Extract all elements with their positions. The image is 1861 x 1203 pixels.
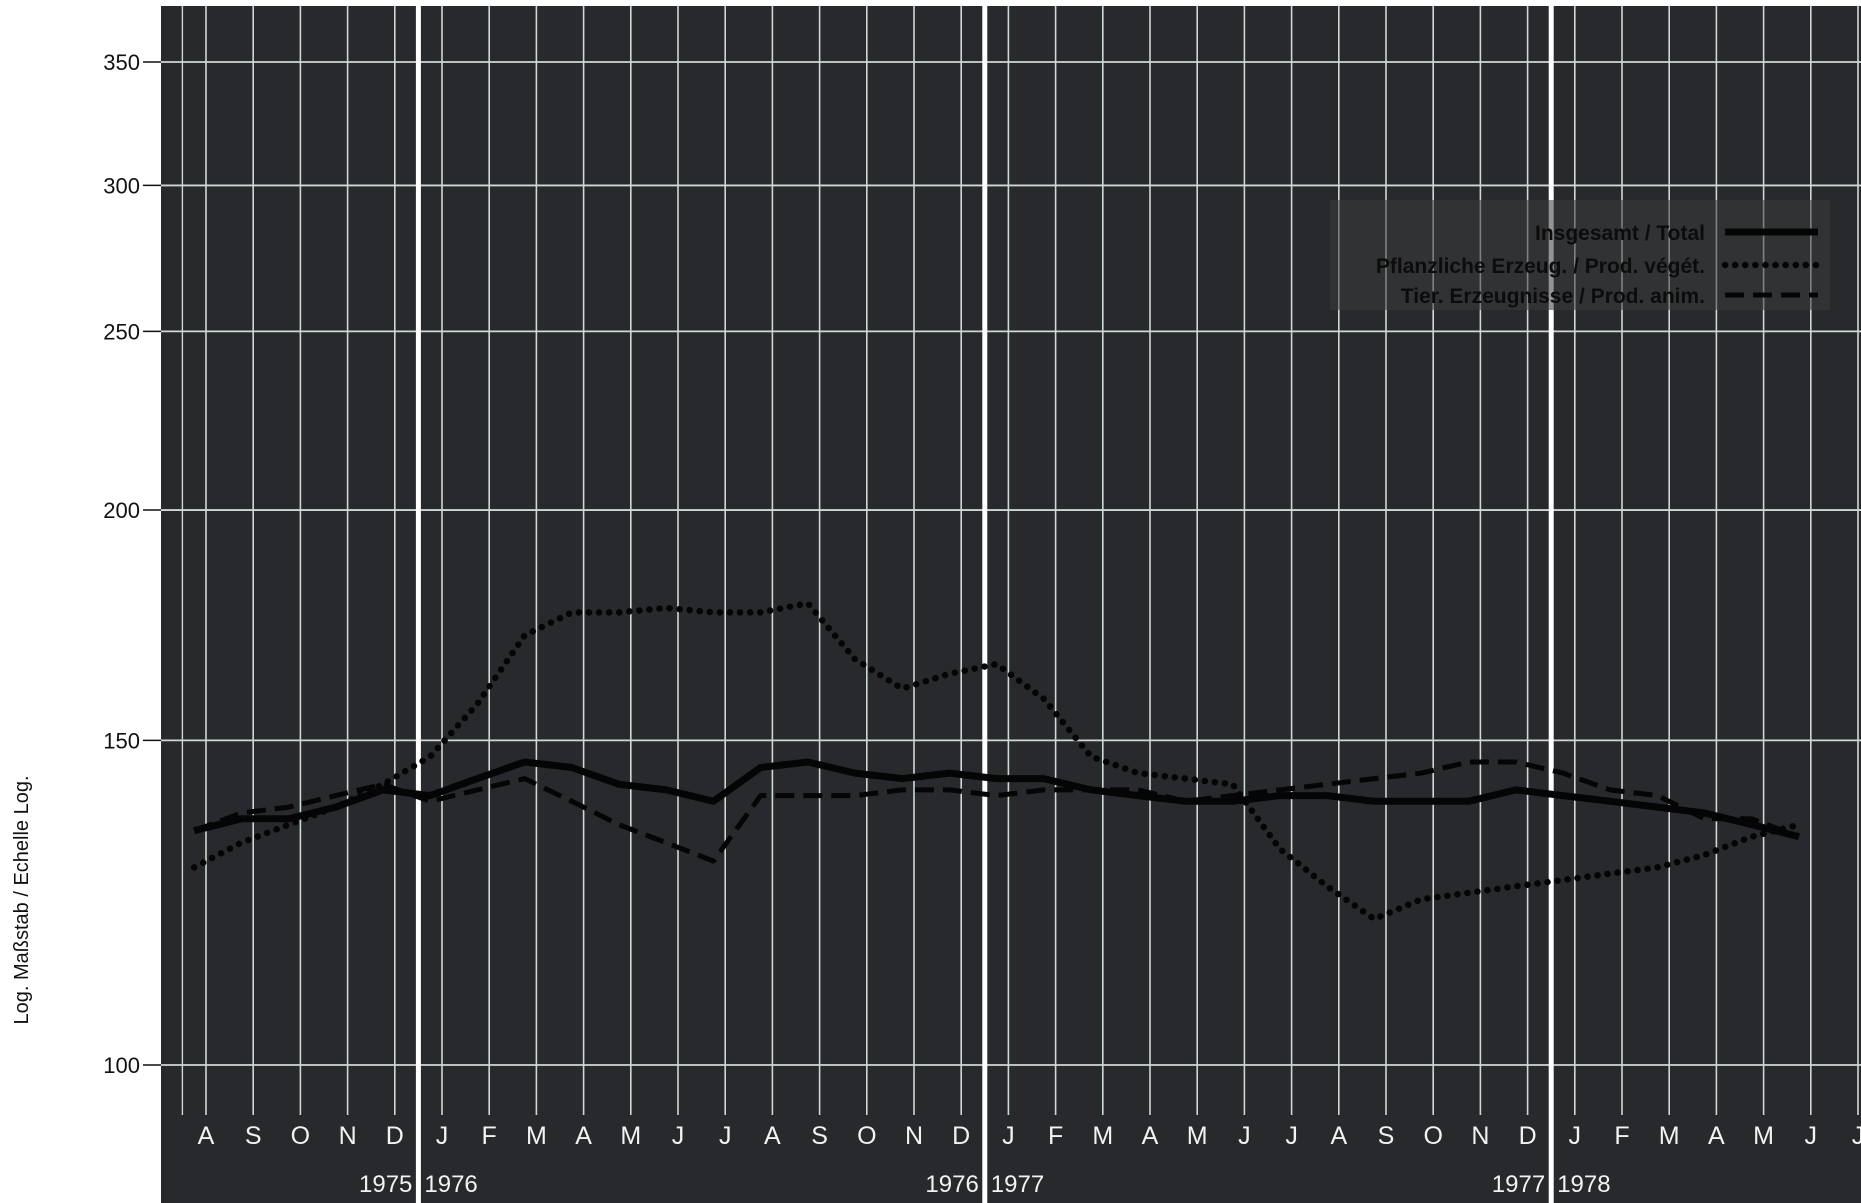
month-label: J bbox=[1852, 1122, 1861, 1150]
month-label: O bbox=[1423, 1122, 1442, 1150]
month-label: D bbox=[1519, 1122, 1537, 1150]
month-label: S bbox=[1378, 1122, 1395, 1150]
month-label: M bbox=[620, 1122, 641, 1150]
month-label: N bbox=[905, 1122, 923, 1150]
month-label: J bbox=[436, 1122, 449, 1150]
month-label: J bbox=[672, 1122, 685, 1150]
y-axis-title: Log. Maßstab / Echelle Log. bbox=[11, 775, 33, 1024]
legend: Insgesamt / Total Pflanzliche Erzeug. / P… bbox=[1330, 200, 1830, 310]
year-label: 1977 bbox=[991, 1171, 1044, 1198]
series-layer bbox=[190, 600, 1803, 923]
month-label: D bbox=[952, 1122, 970, 1150]
month-label: O bbox=[857, 1122, 876, 1150]
month-label: J bbox=[1805, 1122, 1818, 1150]
month-label: A bbox=[764, 1122, 781, 1150]
month-label: J bbox=[1285, 1122, 1298, 1150]
y-axis: 100 150 200 250 300 350 bbox=[103, 50, 161, 1078]
month-label: J bbox=[1002, 1122, 1015, 1150]
month-label: J bbox=[1238, 1122, 1251, 1150]
series-line-solid bbox=[193, 758, 1800, 841]
month-label: S bbox=[245, 1122, 262, 1150]
year-label: 1975 bbox=[359, 1171, 412, 1198]
legend-label: Pflanzliche Erzeug. / Prod. végét. bbox=[1376, 255, 1705, 278]
month-label: A bbox=[1142, 1122, 1159, 1150]
month-label: J bbox=[1569, 1122, 1582, 1150]
y-tick-label: 300 bbox=[103, 173, 140, 198]
year-label: 1976 bbox=[925, 1171, 978, 1198]
month-label: F bbox=[1048, 1122, 1063, 1150]
legend-label: Tier. Erzeugnisse / Prod. anim. bbox=[1401, 285, 1705, 308]
month-label: F bbox=[482, 1122, 497, 1150]
month-label: S bbox=[811, 1122, 828, 1150]
month-label: N bbox=[339, 1122, 357, 1150]
year-label: 1978 bbox=[1557, 1171, 1610, 1198]
legend-label: Insgesamt / Total bbox=[1535, 222, 1705, 245]
y-tick-label: 100 bbox=[103, 1053, 140, 1078]
year-label: 1977 bbox=[1492, 1171, 1545, 1198]
month-label: M bbox=[1187, 1122, 1208, 1150]
y-tick-label: 250 bbox=[103, 319, 140, 344]
month-label: J bbox=[719, 1122, 732, 1150]
month-label: M bbox=[526, 1122, 547, 1150]
y-tick-label: 150 bbox=[103, 728, 140, 753]
month-label: F bbox=[1614, 1122, 1629, 1150]
month-label: M bbox=[1092, 1122, 1113, 1150]
month-label: A bbox=[198, 1122, 215, 1150]
month-label: N bbox=[1471, 1122, 1489, 1150]
year-label: 1976 bbox=[424, 1171, 477, 1198]
y-tick-label: 350 bbox=[103, 50, 140, 75]
month-label: M bbox=[1753, 1122, 1774, 1150]
series-line-dashed bbox=[193, 759, 1800, 864]
month-label: O bbox=[291, 1122, 310, 1150]
legend-panel bbox=[1330, 200, 1830, 310]
month-label: A bbox=[575, 1122, 592, 1150]
series-line-dotted bbox=[190, 600, 1803, 923]
y-tick-label: 200 bbox=[103, 498, 140, 523]
month-label: D bbox=[386, 1122, 404, 1150]
month-label: M bbox=[1659, 1122, 1680, 1150]
month-label: A bbox=[1708, 1122, 1725, 1150]
month-label: A bbox=[1330, 1122, 1347, 1150]
